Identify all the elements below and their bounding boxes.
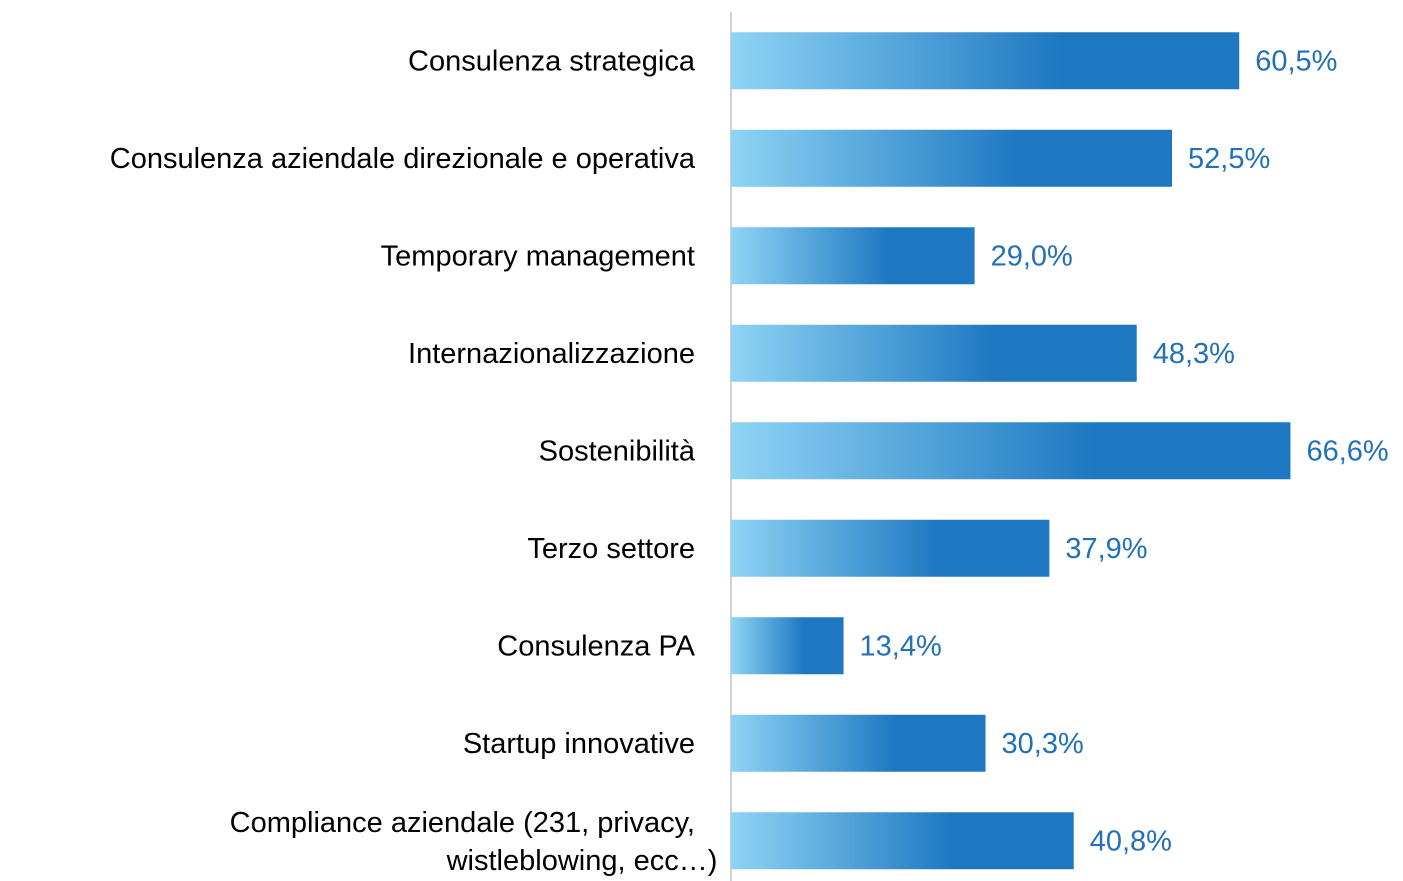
value-label: 37,9%	[1065, 533, 1147, 565]
category-label: Consulenza PA	[497, 630, 695, 662]
bar	[731, 32, 1240, 90]
value-label: 66,6%	[1306, 435, 1388, 467]
value-label: 13,4%	[860, 630, 942, 662]
bar	[731, 324, 1137, 382]
category-label: Consulenza aziendale direzionale e opera…	[110, 143, 696, 175]
bar	[731, 519, 1050, 577]
category-label: Compliance aziendale (231, privacy, wistl…	[230, 806, 718, 876]
value-label: 52,5%	[1188, 143, 1270, 175]
value-label: 40,8%	[1090, 825, 1172, 857]
bar	[731, 714, 986, 772]
bar	[731, 227, 975, 285]
category-label: Consulenza strategica	[408, 45, 696, 77]
category-label: Startup innovative	[463, 728, 695, 760]
category-label: Internazionalizzazione	[408, 338, 695, 370]
bar	[731, 129, 1172, 187]
value-label: 29,0%	[991, 240, 1073, 272]
value-label: 60,5%	[1255, 45, 1337, 77]
category-label: Terzo settore	[527, 533, 695, 565]
bar	[731, 617, 844, 675]
category-label: Temporary management	[381, 240, 695, 272]
value-label: 48,3%	[1153, 338, 1235, 370]
bar	[731, 422, 1291, 480]
bar	[731, 812, 1074, 870]
category-label: Sostenibilità	[539, 435, 696, 467]
value-label: 30,3%	[1002, 728, 1084, 760]
